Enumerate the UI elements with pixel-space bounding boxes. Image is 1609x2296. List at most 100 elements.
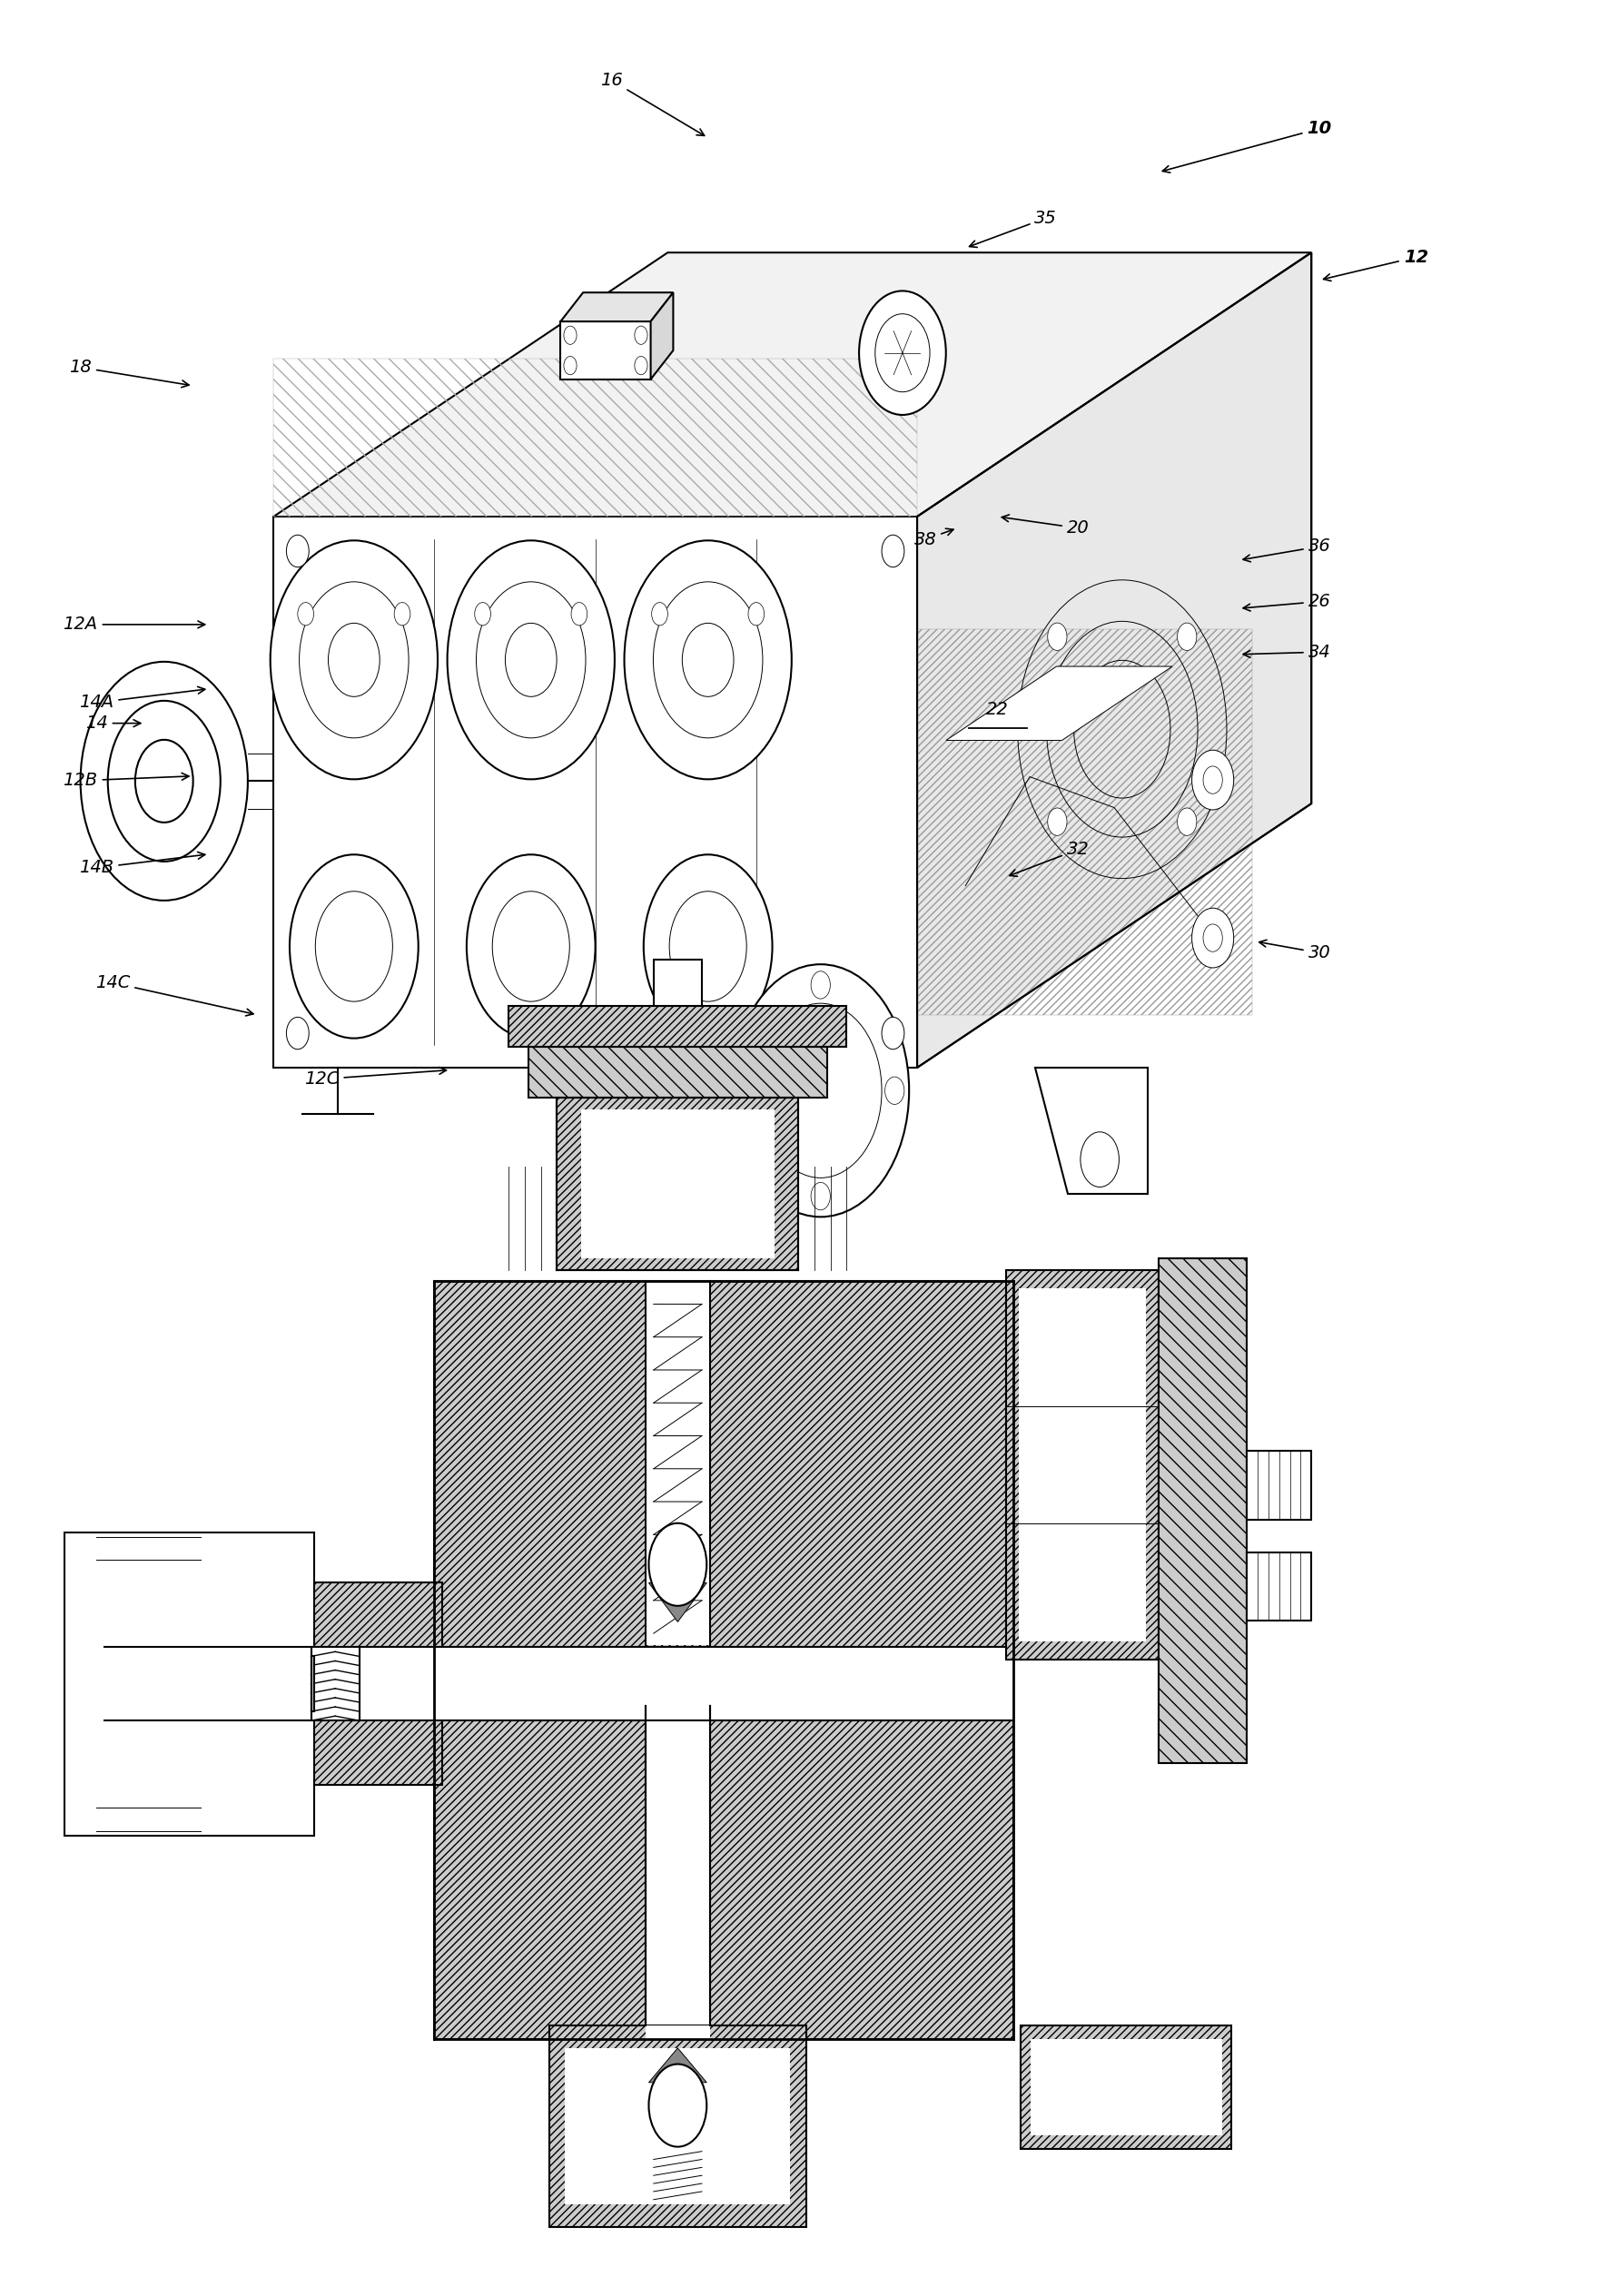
- Text: 12: 12: [1324, 248, 1429, 280]
- Bar: [565, 2048, 790, 2204]
- Bar: [1247, 1552, 1311, 1621]
- Circle shape: [811, 1182, 830, 1210]
- Circle shape: [859, 292, 946, 416]
- Text: 14C: 14C: [95, 974, 253, 1015]
- Circle shape: [1178, 622, 1197, 650]
- Circle shape: [1204, 767, 1223, 794]
- Circle shape: [882, 1017, 904, 1049]
- Circle shape: [648, 1522, 706, 1605]
- Polygon shape: [560, 292, 673, 321]
- Circle shape: [270, 540, 438, 778]
- Text: 10: 10: [1163, 119, 1332, 172]
- Text: 图  1: 图 1: [705, 1166, 743, 1185]
- Text: 30: 30: [1260, 939, 1331, 962]
- Bar: [1020, 2025, 1231, 2149]
- Polygon shape: [274, 517, 917, 1068]
- Circle shape: [286, 1017, 309, 1049]
- Text: 28: 28: [600, 1104, 703, 1130]
- Bar: [311, 1655, 314, 1711]
- Text: 12B: 12B: [63, 771, 188, 790]
- Circle shape: [624, 540, 792, 778]
- Circle shape: [563, 356, 576, 374]
- Bar: [653, 960, 702, 1006]
- Circle shape: [737, 1077, 756, 1104]
- Text: 38: 38: [914, 528, 954, 549]
- Bar: [1006, 1270, 1158, 1660]
- Text: 14B: 14B: [79, 852, 204, 877]
- Circle shape: [732, 964, 909, 1217]
- Circle shape: [492, 891, 570, 1001]
- Circle shape: [875, 315, 930, 393]
- Bar: [549, 2025, 806, 2227]
- Polygon shape: [946, 666, 1173, 739]
- Circle shape: [286, 535, 309, 567]
- Circle shape: [669, 891, 747, 1001]
- Polygon shape: [274, 253, 1311, 517]
- Bar: [1030, 2039, 1221, 2135]
- Circle shape: [1192, 907, 1234, 969]
- Bar: [917, 629, 1252, 1015]
- Circle shape: [1204, 923, 1223, 951]
- Text: 14A: 14A: [79, 687, 204, 712]
- Bar: [557, 1097, 798, 1270]
- Bar: [1020, 2025, 1231, 2149]
- Circle shape: [571, 602, 587, 625]
- Text: 22: 22: [986, 700, 1009, 719]
- Circle shape: [1047, 622, 1067, 650]
- Circle shape: [315, 891, 393, 1001]
- Circle shape: [298, 602, 314, 625]
- Text: 26: 26: [1244, 592, 1331, 611]
- Circle shape: [563, 326, 576, 344]
- Circle shape: [682, 622, 734, 696]
- Circle shape: [299, 581, 409, 737]
- Text: 14: 14: [85, 714, 140, 732]
- Text: 12C: 12C: [304, 1068, 446, 1088]
- Circle shape: [634, 356, 647, 374]
- Bar: [1158, 1258, 1247, 1763]
- Bar: [105, 1646, 442, 1720]
- Bar: [1006, 1270, 1158, 1660]
- Text: 35: 35: [969, 209, 1057, 248]
- Bar: [508, 1006, 846, 1047]
- Circle shape: [882, 535, 904, 567]
- Bar: [1018, 1288, 1146, 1642]
- Bar: [645, 1706, 710, 2039]
- Text: 34: 34: [1244, 643, 1331, 661]
- Bar: [97, 1582, 442, 1784]
- Polygon shape: [1036, 1068, 1149, 1194]
- Bar: [645, 1281, 710, 1644]
- Polygon shape: [648, 2048, 706, 2082]
- Circle shape: [1178, 808, 1197, 836]
- Text: 16: 16: [600, 71, 705, 135]
- Bar: [645, 2025, 710, 2039]
- Text: 12A: 12A: [63, 615, 204, 634]
- Bar: [581, 1109, 774, 1258]
- Text: 18: 18: [69, 358, 188, 388]
- Circle shape: [505, 622, 557, 696]
- Circle shape: [475, 602, 491, 625]
- Bar: [1158, 1258, 1247, 1763]
- Circle shape: [748, 602, 764, 625]
- Polygon shape: [650, 292, 673, 379]
- Bar: [274, 358, 917, 517]
- Bar: [434, 1281, 1014, 2039]
- Circle shape: [1081, 1132, 1120, 1187]
- Bar: [549, 2025, 806, 2227]
- Circle shape: [476, 581, 586, 737]
- Circle shape: [1047, 808, 1067, 836]
- Text: 20: 20: [1002, 514, 1089, 537]
- Text: 25: 25: [697, 1127, 792, 1146]
- Text: 32: 32: [1009, 840, 1089, 877]
- Bar: [97, 1582, 442, 1784]
- Circle shape: [652, 602, 668, 625]
- Bar: [557, 1097, 798, 1270]
- Bar: [64, 1531, 314, 1835]
- Polygon shape: [560, 321, 650, 379]
- Circle shape: [634, 326, 647, 344]
- Circle shape: [328, 622, 380, 696]
- Circle shape: [467, 854, 595, 1038]
- Circle shape: [290, 854, 418, 1038]
- Bar: [528, 1047, 827, 1097]
- Bar: [528, 1047, 827, 1097]
- Bar: [508, 1006, 846, 1047]
